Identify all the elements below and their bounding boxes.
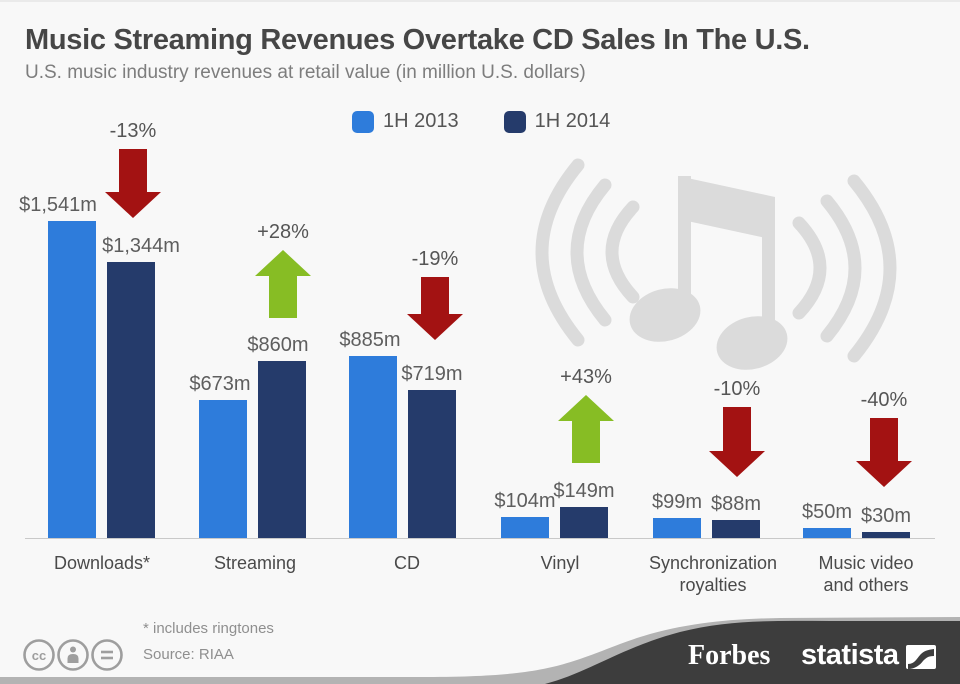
bar-1h-2013-downloads bbox=[48, 221, 96, 538]
value-label-1h-2014-music-video-and-others: $30m bbox=[860, 505, 912, 527]
change-label-streaming: +28% bbox=[257, 221, 309, 243]
music-note-watermark-icon bbox=[535, 158, 897, 370]
bar-1h-2014-downloads bbox=[107, 262, 155, 538]
source-credit: Source: RIAA bbox=[143, 646, 234, 663]
legend-swatch-2013 bbox=[352, 110, 374, 133]
footer-ribbon bbox=[0, 617, 960, 684]
legend-label-2014: 1H 2014 bbox=[534, 110, 611, 132]
bar-1h-2013-synchronization-royalties bbox=[653, 518, 701, 538]
legend-item-1h2014: 1H 2014 bbox=[503, 110, 611, 133]
x-axis-baseline bbox=[25, 538, 935, 539]
svg-text:cc: cc bbox=[32, 648, 46, 663]
legend-item-1h2013: 1H 2013 bbox=[352, 110, 459, 133]
increase-arrow-icon-vinyl bbox=[558, 395, 614, 468]
cc-attribution-icon[interactable] bbox=[56, 638, 90, 672]
decrease-arrow-icon-cd bbox=[407, 277, 463, 345]
value-label-1h-2013-synchronization-royalties: $99m bbox=[651, 491, 703, 513]
page-subtitle: U.S. music industry revenues at retail v… bbox=[25, 62, 586, 83]
statista-logo[interactable]: statista bbox=[801, 639, 899, 671]
footnote: * includes ringtones bbox=[143, 620, 274, 637]
category-label-downloads: Downloads* bbox=[22, 552, 182, 574]
category-label-music-video-and-others: Music video and others bbox=[786, 552, 946, 596]
bar-1h-2013-vinyl bbox=[501, 517, 549, 538]
value-label-1h-2013-cd: $885m bbox=[339, 329, 401, 351]
value-label-1h-2014-cd: $719m bbox=[401, 363, 463, 385]
category-label-vinyl: Vinyl bbox=[480, 552, 640, 574]
category-label-line: Streaming bbox=[213, 553, 297, 573]
value-label-1h-2013-streaming: $673m bbox=[189, 373, 251, 395]
top-divider bbox=[0, 0, 960, 2]
forbes-logo[interactable]: Forbes bbox=[688, 640, 771, 671]
category-label-line: Vinyl bbox=[540, 553, 580, 573]
statista-mark-icon[interactable] bbox=[906, 645, 936, 669]
category-label-streaming: Streaming bbox=[175, 552, 335, 574]
bar-1h-2014-streaming bbox=[258, 361, 306, 538]
value-label-1h-2014-downloads: $1,344m bbox=[102, 235, 180, 257]
value-label-1h-2013-downloads: $1,541m bbox=[19, 194, 97, 216]
decrease-arrow-icon-downloads bbox=[105, 149, 161, 223]
legend-label-2013: 1H 2013 bbox=[383, 110, 459, 132]
value-label-1h-2013-vinyl: $104m bbox=[494, 490, 556, 512]
legend: 1H 2013 1H 2014 bbox=[352, 110, 610, 133]
bar-1h-2013-streaming bbox=[199, 400, 247, 538]
change-label-synchronization-royalties: -10% bbox=[713, 378, 761, 400]
value-label-1h-2014-streaming: $860m bbox=[247, 334, 309, 356]
page-title: Music Streaming Revenues Overtake CD Sal… bbox=[25, 24, 810, 56]
decrease-arrow-icon-synchronization-royalties bbox=[709, 407, 765, 482]
category-label-line: Music video bbox=[818, 553, 914, 573]
category-label-line: CD bbox=[394, 553, 420, 573]
category-label-line: and others bbox=[823, 575, 909, 595]
category-label-line: royalties bbox=[679, 575, 747, 595]
legend-swatch-2014 bbox=[503, 110, 526, 133]
cc-no-derivatives-icon[interactable] bbox=[90, 638, 124, 672]
decrease-arrow-icon-music-video-and-others bbox=[856, 418, 912, 492]
category-label-line: Synchronization bbox=[648, 553, 778, 573]
bar-1h-2014-vinyl bbox=[560, 507, 608, 538]
increase-arrow-icon-streaming bbox=[255, 250, 311, 323]
change-label-downloads: -13% bbox=[109, 120, 157, 142]
change-label-music-video-and-others: -40% bbox=[860, 389, 908, 411]
cc-license-icon[interactable]: cc bbox=[22, 638, 56, 672]
value-label-1h-2013-music-video-and-others: $50m bbox=[801, 501, 853, 523]
change-label-vinyl: +43% bbox=[560, 366, 612, 388]
category-label-line: Downloads* bbox=[53, 553, 151, 573]
bar-1h-2014-music-video-and-others bbox=[862, 532, 910, 538]
bar-1h-2013-music-video-and-others bbox=[803, 528, 851, 538]
bar-1h-2014-cd bbox=[408, 390, 456, 538]
change-label-cd: -19% bbox=[411, 248, 459, 270]
bar-1h-2013-cd bbox=[349, 356, 397, 538]
value-label-1h-2014-vinyl: $149m bbox=[553, 480, 615, 502]
category-label-cd: CD bbox=[327, 552, 487, 574]
bar-1h-2014-synchronization-royalties bbox=[712, 520, 760, 538]
category-label-synchronization-royalties: Synchronization royalties bbox=[633, 552, 793, 596]
value-label-1h-2014-synchronization-royalties: $88m bbox=[710, 493, 762, 515]
